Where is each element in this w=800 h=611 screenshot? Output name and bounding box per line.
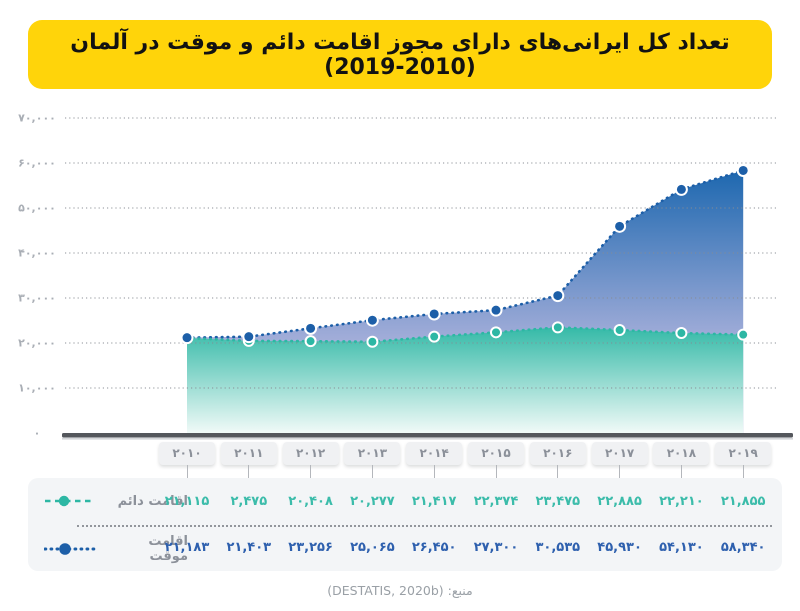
data-point-temporary xyxy=(489,303,503,317)
chart-title: تعداد کل ایرانی‌های دارای مجوز اقامت دائ… xyxy=(70,29,730,80)
data-point-permanent xyxy=(304,335,317,348)
data-point-permanent xyxy=(737,328,750,341)
data-point-temporary xyxy=(551,289,565,303)
data-point-permanent xyxy=(490,326,502,339)
value-permanent: ۲۳,۴۷۵ xyxy=(535,494,581,509)
value-permanent: ۲۲,۸۸۵ xyxy=(597,494,642,509)
legend-marker-permanent-icon xyxy=(45,495,95,507)
legend-marker-temporary-icon xyxy=(44,543,96,555)
year-label: ۲۰۱۴ xyxy=(406,442,463,465)
value-permanent: ۲۲,۳۷۴ xyxy=(473,494,519,509)
year-label: ۲۰۱۲ xyxy=(282,442,339,465)
line-permanent xyxy=(185,326,745,344)
value-temporary: ۲۷,۳۰۰ xyxy=(473,540,519,555)
value-permanent: ۲۱,۱۱۵ xyxy=(164,494,210,509)
value-temporary: ۴۵,۹۳۰ xyxy=(597,540,642,555)
value-permanent: ۲۰,۴۰۸ xyxy=(288,494,333,509)
y-axis-tick-label: ۵۰,۰۰۰ xyxy=(18,202,56,215)
data-point-temporary xyxy=(180,331,194,345)
year-connector-line xyxy=(742,465,744,484)
year-connector-line xyxy=(310,465,312,484)
year-connector-line xyxy=(248,465,250,484)
data-point-permanent xyxy=(551,321,564,334)
y-axis-tick-label: ۶۰,۰۰۰ xyxy=(18,157,56,170)
data-point-temporary xyxy=(427,307,441,321)
year-label: ۲۰۱۷ xyxy=(591,442,648,465)
y-axis-tick-label: ۷۰,۰۰۰ xyxy=(18,112,56,125)
year-connector-line xyxy=(680,465,682,484)
y-axis-tick-label: ۴۰,۰۰۰ xyxy=(18,247,56,260)
legend-entry-permanent: اقامت دائم xyxy=(44,488,188,514)
y-axis-tick-label: ۲۰,۰۰۰ xyxy=(18,337,56,350)
year-connector-line xyxy=(495,465,497,484)
data-point-permanent xyxy=(428,330,441,343)
legend-label-temporary: اقامت موقت xyxy=(148,534,188,564)
value-permanent: ۲۰,۲۷۷ xyxy=(350,494,395,509)
data-point-permanent xyxy=(675,327,688,340)
value-permanent: ۲,۴۷۵ xyxy=(230,494,268,509)
year-connector-line xyxy=(433,465,435,484)
data-point-temporary xyxy=(736,163,750,177)
data-point-temporary xyxy=(365,313,379,327)
legend-separator xyxy=(77,525,772,527)
year-label: ۲۰۱۵ xyxy=(468,442,524,465)
value-temporary: ۲۱,۱۸۳ xyxy=(164,540,210,555)
y-axis-tick-label: ۳۰,۰۰۰ xyxy=(18,292,56,305)
value-permanent: ۲۲,۲۱۰ xyxy=(659,494,704,509)
area-permanent xyxy=(187,327,744,433)
value-temporary: ۲۶,۴۵۰ xyxy=(411,540,457,555)
value-permanent: ۲۱,۴۱۷ xyxy=(411,494,457,509)
year-connector-line xyxy=(186,465,188,484)
year-label: ۲۰۱۹ xyxy=(715,442,772,465)
data-point-temporary xyxy=(242,330,256,344)
year-connector-line xyxy=(371,465,373,484)
chart-title-banner: تعداد کل ایرانی‌های دارای مجوز اقامت دائ… xyxy=(28,20,772,89)
year-connector-line xyxy=(557,465,559,484)
value-permanent: ۲۱,۸۵۵ xyxy=(720,494,766,509)
year-label: ۲۰۱۰ xyxy=(159,442,215,465)
area-chart: ۷۰,۰۰۰ ۶۰,۰۰۰ ۵۰,۰۰۰ ۴۰,۰۰۰ ۳۰,۰۰۰ ۲۰,۰۰۰ ۱۰,۰… xyxy=(18,112,793,440)
source-citation: منبع: (DESTATIS, 2020b) xyxy=(327,583,473,598)
data-point-temporary xyxy=(304,321,318,335)
legend-entry-temporary: اقامت موقت xyxy=(44,534,188,564)
value-temporary: ۲۵,۰۶۵ xyxy=(350,540,395,555)
year-label: ۲۰۱۳ xyxy=(344,442,401,465)
legend-label-permanent: اقامت دائم xyxy=(117,493,188,509)
data-point-temporary xyxy=(613,219,627,233)
year-label: ۲۰۱۶ xyxy=(529,442,586,465)
year-label: ۲۰۱۸ xyxy=(653,442,710,465)
data-point-permanent xyxy=(366,335,379,348)
value-temporary: ۵۸,۳۴۰ xyxy=(720,540,766,555)
line-temporary xyxy=(185,169,745,339)
data-point-permanent xyxy=(613,324,626,337)
value-temporary: ۳۰,۵۳۵ xyxy=(535,540,581,555)
value-temporary: ۲۳,۲۵۶ xyxy=(288,540,333,555)
data-point-temporary xyxy=(674,182,688,196)
value-temporary: ۵۴,۱۳۰ xyxy=(659,540,704,555)
x-axis-line xyxy=(62,433,793,438)
legend-panel: اقامت دائم اقامت موقت ۲۱,۱۱۵ ۲,۴۷۵ ۲۰,۴۰۸ ۲… xyxy=(28,478,782,571)
x-axis-line-shadow xyxy=(62,437,793,440)
year-label: ۲۰۱۱ xyxy=(220,442,277,465)
y-axis-tick-label: ۰ xyxy=(34,427,41,440)
value-temporary: ۲۱,۴۰۳ xyxy=(226,540,272,555)
y-axis-tick-label: ۱۰,۰۰۰ xyxy=(18,382,56,395)
year-connector-line xyxy=(619,465,621,484)
